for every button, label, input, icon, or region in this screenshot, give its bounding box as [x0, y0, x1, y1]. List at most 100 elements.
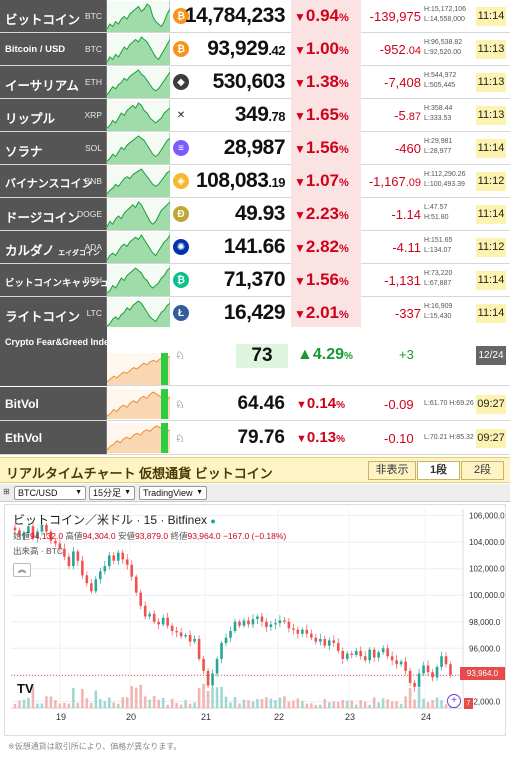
coin-price: 349.78: [234, 103, 286, 126]
tradingview-logo[interactable]: TV: [17, 681, 34, 696]
ticker-row[interactable]: Bitcoin / USD BTC ₿ 93,929.42 ▼1.00% -95…: [0, 33, 510, 66]
notification-badge: 7: [464, 698, 473, 709]
volume-bar: [395, 701, 398, 708]
volume-bar: [265, 697, 268, 708]
ticker-row[interactable]: カルダノ エイダコイン ADA ✺ 141.66 ▼2.82% -4.11 H:…: [0, 231, 510, 264]
volume-bar: [139, 684, 143, 708]
volume-bar: [372, 697, 376, 708]
ticker-row[interactable]: ドージコイン DOGE Ð 49.93 ▼2.23% -1.14 L:47.57…: [0, 198, 510, 231]
ticker-row[interactable]: バイナンスコイン BNB ◈ 108,083.19 ▼1.07% -1,167.…: [0, 165, 510, 198]
coin-pct-change: ▼1.65%: [291, 99, 361, 132]
candle-body: [233, 621, 237, 632]
add-indicator-button[interactable]: +: [447, 694, 461, 708]
x-tick-label: 19: [56, 712, 66, 722]
price-chart[interactable]: 92,000.094,000.096,000.098,000.0100,000.…: [4, 504, 506, 736]
volume-bar: [251, 701, 255, 708]
coin-high-low: H:151.65 L:134.07: [424, 237, 453, 254]
candle-body: [72, 551, 75, 567]
y-tick-label: 106,000.0: [469, 512, 505, 521]
interval-select-value: 15分足: [93, 488, 122, 498]
chart-settings-icon[interactable]: ⊞: [3, 487, 10, 496]
coin-name-cell: リップル XRP: [0, 99, 107, 131]
down-arrow-icon: ▼: [296, 433, 307, 445]
ticker-row[interactable]: ビットコインキャッシュ BCH ₿ 71,370 ▼1.56% -1,131 H…: [0, 264, 510, 297]
vol-row[interactable]: BitVol ♘ 64.46 ▼0.14% -0.09 L:61.70 H:69…: [0, 387, 510, 421]
candle-body: [229, 631, 232, 638]
y-tick-label: 102,000.0: [469, 565, 505, 574]
chevron-down-icon: ▼: [124, 489, 131, 496]
coin-name: リップル: [5, 112, 56, 126]
volume-bar: [368, 704, 371, 708]
vol-level-bar: [161, 423, 168, 453]
candle-body: [314, 637, 318, 642]
coin-change: -5.87: [394, 108, 421, 123]
candle-body: [381, 648, 385, 653]
ticker-row[interactable]: ライトコイン LTC Ł 16,429 ▼2.01% -337 H:16,909…: [0, 297, 510, 330]
sparkline-line: [107, 36, 170, 63]
candle-body: [256, 616, 259, 620]
volume-bar: [112, 702, 116, 708]
vol-pct-change: ▼0.14%: [296, 395, 345, 412]
candle-body: [269, 624, 273, 628]
collapse-legend-button[interactable]: ︽: [13, 563, 31, 577]
ticker-row[interactable]: ビットコイン BTC ₿ 14,784,233 ▼0.94% -139,975 …: [0, 0, 510, 33]
two-row-button[interactable]: 2段: [461, 461, 504, 480]
pct-unit: %: [343, 351, 353, 362]
y-tick-label: 100,000.0: [469, 591, 505, 600]
coin-pct-change: ▼2.82%: [291, 231, 361, 264]
coin-name-cell: カルダノ エイダコイン ADA: [0, 231, 107, 263]
coin-high-low: H:15,172,106 L:14,558,000: [424, 6, 467, 23]
candle-body: [278, 620, 282, 624]
candle-body: [413, 682, 416, 687]
coin-change: -139,975: [369, 9, 421, 24]
candle-body: [197, 639, 201, 659]
coin-change: -952.04: [379, 42, 421, 57]
coin-sparkline: [107, 67, 170, 98]
vol-change: -0.09: [384, 397, 414, 412]
open-label: 始値: [13, 531, 31, 541]
coin-change: -1,167.09: [368, 174, 421, 189]
interval-select[interactable]: 15分足 ▼: [89, 486, 135, 500]
coin-update-time: 11:14: [476, 139, 506, 158]
volume-bar: [386, 699, 389, 708]
down-arrow-icon: ▼: [294, 76, 306, 90]
coin-name-cell: ビットコイン BTC: [0, 0, 107, 32]
pair-select[interactable]: BTC/USD ▼: [14, 486, 86, 500]
vol-high-low: L:61.70 H:69.26: [424, 400, 474, 407]
volume-bar: [27, 697, 30, 708]
ticker-row[interactable]: リップル XRP ✕ 349.78 ▼1.65% -5.87 H:358.44 L…: [0, 99, 510, 132]
high-label: 高値: [65, 531, 83, 541]
x-tick-label: 21: [201, 712, 211, 722]
one-row-button[interactable]: 1段: [417, 461, 460, 480]
sparkline-area: [107, 301, 170, 329]
candle-body: [283, 620, 286, 622]
volume-bar: [130, 686, 134, 708]
ghost-icon: ♘: [175, 433, 185, 445]
ticker-row[interactable]: イーサリアム ETH ◆ 530,603 ▼1.38% -7,408 H:544…: [0, 66, 510, 99]
down-arrow-icon: ▼: [294, 274, 306, 288]
vol-row[interactable]: EthVol ♘ 79.76 ▼0.13% -0.10 L:70.21 H:85…: [0, 421, 510, 455]
candle-body: [265, 621, 268, 628]
volume-bar: [319, 704, 322, 708]
candle-body: [63, 548, 66, 557]
hide-chart-button[interactable]: 非表示: [368, 461, 416, 480]
candle-body: [166, 617, 169, 626]
provider-select[interactable]: TradingView ▼: [139, 486, 207, 500]
volume-bar: [350, 700, 354, 708]
fear-greed-row[interactable]: Crypto Fear&Greed Index ♘ 73 ▲4.29% +3 1…: [0, 327, 510, 386]
sparkline-line: [107, 234, 170, 261]
volume-bar: [202, 683, 205, 708]
coin-pct-change: ▼1.56%: [291, 132, 361, 165]
volume-bar: [220, 686, 223, 708]
volume-bar: [242, 699, 246, 708]
volume-bar: [36, 703, 39, 708]
volume-bar: [336, 701, 340, 708]
volume-bar: [345, 700, 349, 708]
sparkline-line: [107, 102, 170, 129]
volume-bar: [22, 699, 26, 708]
volume-bar: [233, 697, 237, 708]
candle-body: [359, 650, 363, 657]
vol-price: 79.76: [237, 427, 285, 448]
volume-bar: [40, 703, 44, 708]
ticker-row[interactable]: ソラナ SOL ≡ 28,987 ▼1.56% -460 H:29,981 L:2…: [0, 132, 510, 165]
